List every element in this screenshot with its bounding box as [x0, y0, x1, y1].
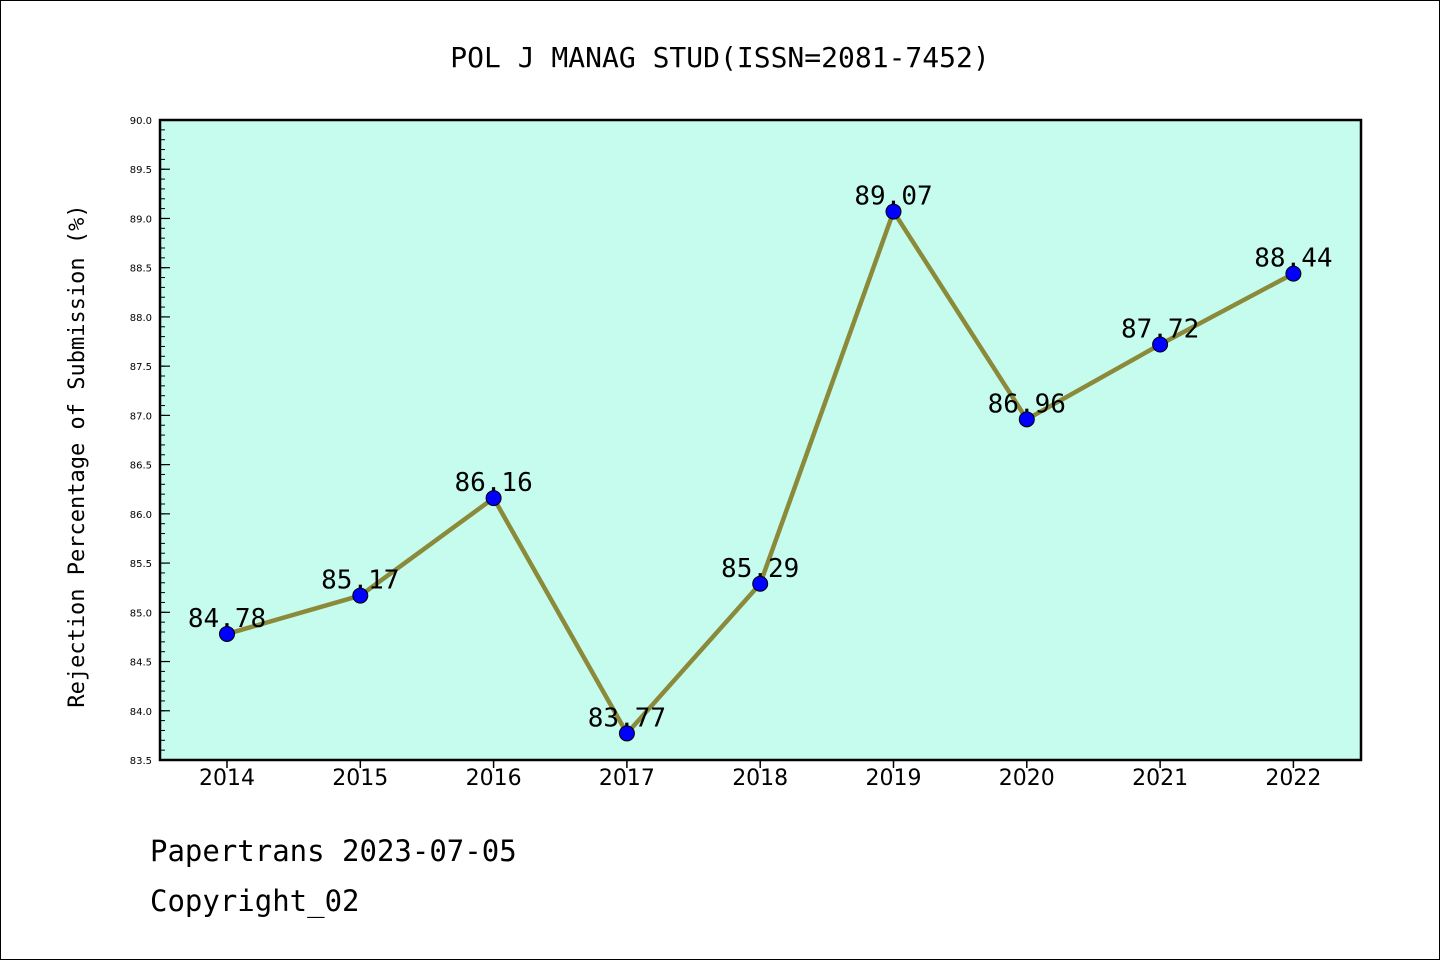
- data-point-marker: [485, 490, 502, 507]
- data-point-marker: [1152, 336, 1169, 353]
- y-tick-label: 90.0: [130, 116, 152, 127]
- footer-source-text: Papertrans 2023-07-05: [150, 834, 517, 868]
- data-point-marker: [1018, 411, 1035, 428]
- y-axis-label: Rejection Percentage of Submission (%): [65, 204, 90, 707]
- x-axis: 2014 2015 2016 2017 2018 2019 2020 2021 2022: [199, 760, 1321, 791]
- data-point-marker: [618, 725, 635, 742]
- y-tick-label: 87.5: [130, 362, 152, 373]
- y-tick-label: 84.0: [130, 707, 152, 718]
- y-tick-label: 86.0: [130, 510, 152, 521]
- data-point-marker: [352, 587, 369, 604]
- x-tick-label: 2020: [999, 766, 1055, 791]
- x-tick-label: 2018: [732, 766, 788, 791]
- data-label: 87.72: [1121, 314, 1199, 344]
- y-tick-label: 83.5: [130, 756, 152, 767]
- x-tick-label: 2016: [466, 766, 522, 791]
- data-labels: 84.78 85.17 86.16 83.77 85.29 89.07 86.96 87.72…: [188, 182, 1333, 734]
- y-tick-label: 85.0: [130, 608, 152, 619]
- data-point-marker: [885, 203, 902, 220]
- x-tick-label: 2021: [1132, 766, 1188, 791]
- y-tick-label: 88.0: [130, 313, 152, 324]
- y-tick-label: 85.5: [130, 559, 152, 570]
- data-label: 85.17: [321, 566, 399, 596]
- data-points: [219, 203, 1302, 742]
- y-tick-label: 89.5: [130, 165, 152, 176]
- y-tick-label: 88.5: [130, 264, 152, 275]
- plot-area: [158, 118, 1363, 762]
- data-label: 86.96: [988, 389, 1066, 419]
- x-tick-label: 2022: [1265, 766, 1321, 791]
- y-axis: 83.5 84.0 84.5 85.0 85.5 86.0 86.5 87.0 87.5 88.0…: [130, 116, 170, 767]
- data-label: 85.29: [721, 554, 799, 584]
- data-label: 88.44: [1254, 244, 1332, 274]
- data-point-marker: [219, 625, 235, 642]
- data-label: 83.77: [588, 703, 666, 733]
- y-tick-label: 86.5: [130, 461, 152, 472]
- data-label: 89.07: [854, 182, 932, 212]
- x-tick-label: 2017: [599, 766, 655, 791]
- chart-title: POL J MANAG STUD(ISSN=2081-7452): [450, 41, 989, 74]
- y-tick-label: 84.5: [130, 658, 152, 669]
- data-point-marker: [752, 575, 769, 592]
- data-label: 84.78: [188, 604, 266, 634]
- data-point-marker: [1285, 265, 1302, 282]
- y-tick-label: 87.0: [130, 411, 152, 422]
- data-label: 86.16: [454, 468, 532, 498]
- x-tick-label: 2015: [332, 766, 388, 791]
- x-tick-label: 2019: [866, 766, 922, 791]
- footer-copyright-text: Copyright_02: [150, 884, 360, 918]
- x-tick-label: 2014: [199, 766, 255, 791]
- y-tick-label: 89.0: [130, 214, 152, 225]
